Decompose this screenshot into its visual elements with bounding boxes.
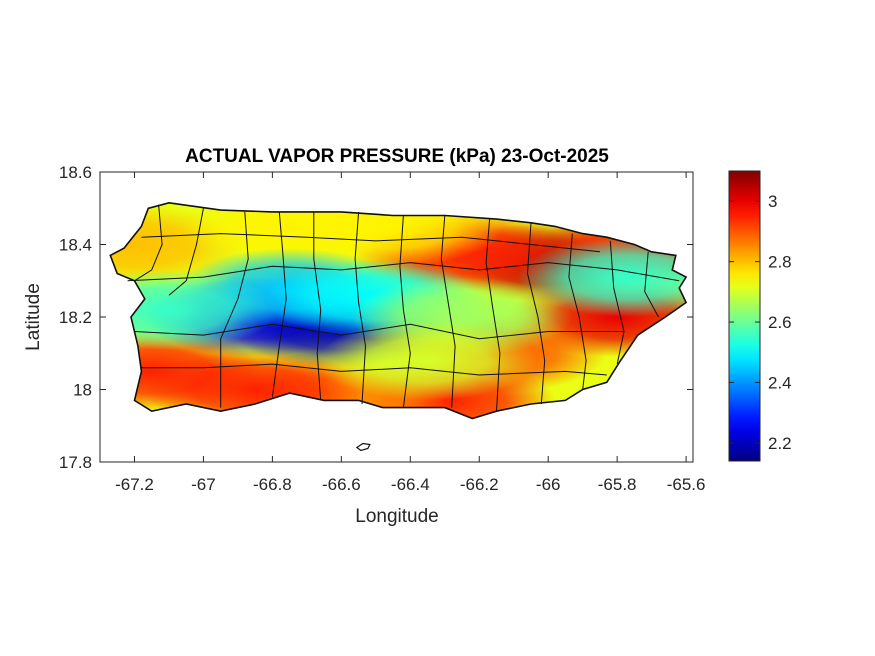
colorbar-tick-label: 2.8	[768, 253, 792, 272]
x-axis-label: Longitude	[355, 506, 438, 527]
municipality-boundary	[168, 208, 204, 296]
municipality-boundary	[354, 211, 367, 405]
colorbar-tick-label: 3	[768, 192, 777, 211]
field-region	[317, 320, 538, 401]
municipality-boundary	[271, 211, 287, 397]
municipality-boundary	[440, 215, 456, 408]
islet-outline	[355, 442, 371, 452]
x-tick-label: -66.4	[391, 475, 430, 494]
x-tick-label: -66.6	[322, 475, 361, 494]
municipality-boundary	[399, 215, 411, 408]
y-tick-label: 18.2	[59, 308, 92, 327]
municipality-boundary	[526, 222, 546, 405]
y-axis-label: Latitude	[23, 283, 44, 351]
y-tick-label: 17.8	[59, 453, 92, 472]
municipality-boundary	[609, 240, 625, 365]
municipality-boundaries	[127, 204, 680, 412]
municipality-boundary	[568, 233, 587, 390]
municipality-boundary	[220, 211, 249, 408]
x-axis-ticks: -67.2 -67 -66.8 -66.6 -66.4 -66.2 -66 -65.8 -65.…	[115, 172, 705, 494]
x-tick-label: -67	[191, 475, 216, 494]
colorbar-tick-label: 2.6	[768, 313, 792, 332]
colorbar-ticks: 3 2.8 2.6 2.4 2.2	[729, 192, 792, 453]
x-tick-label: -66.2	[460, 475, 499, 494]
x-tick-label: -67.2	[115, 475, 154, 494]
x-tick-label: -66.8	[253, 475, 292, 494]
y-axis-ticks: 18.6 18.4 18.2 18 17.8	[59, 163, 693, 472]
chart-title: ACTUAL VAPOR PRESSURE (kPa) 23-Oct-2025	[185, 146, 609, 167]
y-tick-label: 18.4	[59, 236, 92, 255]
x-tick-label: -65.6	[667, 475, 706, 494]
colorbar-tick-label: 2.4	[768, 373, 792, 392]
x-tick-label: -66	[536, 475, 561, 494]
municipality-boundary	[134, 204, 163, 282]
municipality-boundary	[485, 219, 501, 412]
islet-shape	[355, 442, 371, 452]
colorbar	[728, 170, 761, 462]
municipality-boundary	[141, 233, 600, 253]
y-tick-label: 18	[73, 381, 92, 400]
x-tick-label: -65.8	[598, 475, 637, 494]
y-tick-label: 18.6	[59, 163, 92, 182]
municipality-boundary	[134, 323, 624, 340]
colorbar-tick-label: 2.2	[768, 434, 792, 453]
island-outline	[109, 201, 688, 420]
municipality-boundary	[644, 251, 659, 318]
municipality-boundary	[127, 262, 680, 282]
municipality-boundary	[141, 363, 607, 376]
